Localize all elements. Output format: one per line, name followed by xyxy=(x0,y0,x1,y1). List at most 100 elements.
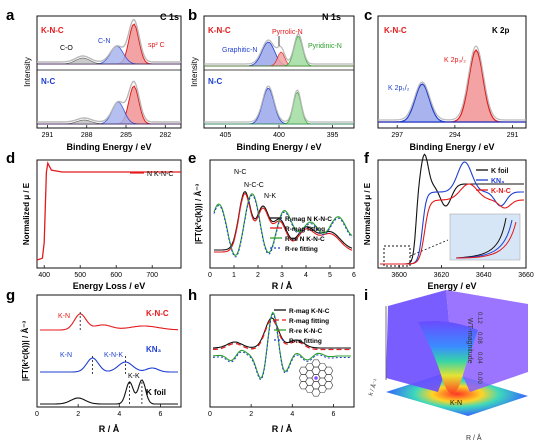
panel-i-zticks: 0.12 0.08 0.04 0.00 xyxy=(476,312,482,384)
panel-f-xtick-label-1: 3620 xyxy=(434,272,450,279)
panel-e: e N-C N-C-C N-K R-mag N K-N-C R-mag fitti… xyxy=(188,150,356,291)
panel-h-xtick-label-2: 4 xyxy=(290,411,294,418)
panel-c-title: K 2p xyxy=(492,26,509,35)
panel-d: d N K-N-C Normalized μ / E 400 500 600 700 … xyxy=(6,150,182,291)
panel-i-ztick-1: 0.08 xyxy=(476,332,482,344)
panel-e-rre-fit xyxy=(213,194,353,258)
panel-g-kfoil-line xyxy=(40,379,178,405)
panel-b-nc-pyridinic-peak xyxy=(204,91,354,125)
panel-f-frame xyxy=(377,159,527,269)
panel-e-xtick-label-3: 3 xyxy=(280,272,284,279)
panel-h-rmag-data xyxy=(213,317,351,349)
panel-letter-d: d xyxy=(6,150,15,167)
panel-b-sample-1: K-N-C xyxy=(208,26,231,35)
panel-h-frame xyxy=(209,294,355,408)
panel-d-xtick-label-2: 600 xyxy=(110,272,122,279)
panel-e-annot-nk: N-K xyxy=(264,193,276,200)
panel-h-legend-text-1: R-mag fitting xyxy=(289,318,329,325)
panel-a-xticks: 291 288 285 282 xyxy=(42,125,171,139)
panel-b-ylabel: Intensity xyxy=(190,57,199,87)
panel-h-legend-text-2: R-re K-N-C xyxy=(289,328,323,335)
panel-g-annot-knk: K-N-K xyxy=(104,352,123,359)
panel-h-rmag-fit xyxy=(213,318,351,351)
panel-c-xtick-label-1: 294 xyxy=(449,132,461,139)
panel-g-frame xyxy=(36,294,182,408)
panel-c-frame xyxy=(377,15,527,129)
panel-c-xtick-label-2: 291 xyxy=(507,132,519,139)
panel-e-legend-text-0: R-mag N K-N-C xyxy=(285,216,332,223)
panel-c-sample: K-N-C xyxy=(384,26,407,35)
panel-e-annot-nc: N-C xyxy=(234,169,246,176)
graphene-inset xyxy=(298,359,334,397)
panel-a-knc-envelope xyxy=(37,18,181,63)
panel-e-xtick-label-0: 0 xyxy=(208,272,212,279)
panel-g-kn3-line xyxy=(40,357,178,373)
panel-g-xtick-label-3: 6 xyxy=(158,411,162,418)
inset-hexagon xyxy=(324,374,334,382)
panel-a-frame xyxy=(36,15,182,129)
panel-i-ztick-0: 0.12 xyxy=(476,312,482,324)
panel-h-legend-text-0: R-mag K-N-C xyxy=(289,308,330,315)
panel-letter-f: f xyxy=(364,150,370,167)
panel-b-label-pyridinic: Pyridinic-N xyxy=(308,43,342,50)
panel-g-ylabel: |FT(k²c(k))| / Å⁻³ xyxy=(21,321,30,382)
panel-e-xtick-label-5: 5 xyxy=(328,272,332,279)
panel-h-legend: R-mag K-N-C R-mag fitting R-re K-N-C R-re f… xyxy=(274,308,330,345)
panel-c: c K-N-C K 2p K 2p₃/₂ K 2p₁/₂ 297 294 291 B… xyxy=(364,7,527,152)
panel-g-xtick-label-2: 4 xyxy=(117,411,121,418)
panel-i: i WT-magnitude K-N-C K-N R / Å k / Å⁻¹ 0… xyxy=(364,287,528,442)
panel-a-label-sp2: sp² C xyxy=(148,42,165,49)
panel-e-rre-data xyxy=(213,193,353,256)
panel-g-sample-3: K foil xyxy=(146,388,166,397)
panel-b-xticks: 405 400 395 xyxy=(220,125,339,139)
panel-i-xlabel: R / Å xyxy=(466,433,482,442)
panel-g-plot xyxy=(40,312,178,405)
panel-i-zlabel: WT-magnitude xyxy=(466,318,473,364)
panel-e-legend: R-mag N K-N-C R-mag fitting R-re N K-N-C R-… xyxy=(270,216,332,253)
panel-a-label-co: C-O xyxy=(60,45,73,52)
panel-g-xtick-label-0: 0 xyxy=(35,411,39,418)
panel-g-xlabel: R / Å xyxy=(99,424,120,434)
panel-c-envelope xyxy=(378,45,526,121)
panel-h-xtick-label-0: 0 xyxy=(208,411,212,418)
panel-h-rre-fit xyxy=(212,313,351,380)
panel-d-series-line xyxy=(36,161,181,261)
panel-b-plot xyxy=(204,33,354,125)
panel-g: g K-N-C KN₃ K foil K-N K-N K-N-K K-K |FT… xyxy=(6,287,182,434)
panel-i-ztick-3: 0.00 xyxy=(476,372,482,384)
wt-surface-right xyxy=(446,290,528,392)
panel-e-annot-ncc: N-C-C xyxy=(244,182,264,189)
panel-d-xtick-label-0: 400 xyxy=(38,272,50,279)
panel-f-legend-text-2: K-N-C xyxy=(491,188,511,195)
panel-h-xtick-label-1: 2 xyxy=(249,411,253,418)
panel-g-xticks: 0 2 4 6 xyxy=(35,404,162,418)
panel-h-xtick-label-3: 6 xyxy=(331,411,335,418)
panel-d-xlabel: Energy Loss / eV xyxy=(73,281,146,291)
panel-f-inset-knc xyxy=(455,221,517,259)
panel-d-xticks: 400 500 600 700 xyxy=(38,265,158,279)
panel-b: b N 1s K-N-C N-C Graphitic-N Pyrrolic-N … xyxy=(188,7,355,152)
panel-c-xtick-label-0: 297 xyxy=(391,132,403,139)
panel-a-sample-1: K-N-C xyxy=(41,26,64,35)
panel-b-xlabel: Binding Energy / eV xyxy=(236,142,321,152)
panel-f-xtick-label-3: 3660 xyxy=(518,272,534,279)
panel-c-plot xyxy=(378,45,526,123)
panel-a-xtick-label-1: 288 xyxy=(81,132,93,139)
panel-i-annot-kn: K-N xyxy=(450,400,462,407)
panel-i-ylabel: k / Å⁻¹ xyxy=(367,378,379,397)
panel-d-frame xyxy=(36,159,182,269)
panel-e-plot xyxy=(213,190,353,258)
panel-i-annot-knc: K-N-C xyxy=(398,407,421,416)
panel-g-knc-line xyxy=(40,313,178,331)
panel-b-xtick-label-0: 405 xyxy=(220,132,232,139)
panel-e-ylabel: |FT(k²c(k))| / Å⁻³ xyxy=(194,184,203,245)
panel-e-xticks: 0 1 2 3 4 5 6 xyxy=(208,265,356,279)
panel-d-ylabel: Normalized μ / E xyxy=(22,182,31,245)
panel-f-zoom-box xyxy=(383,245,411,267)
panel-a-xlabel: Binding Energy / eV xyxy=(66,142,151,152)
inset-hexagon xyxy=(324,381,334,390)
panel-a-nc-envelope xyxy=(37,80,181,123)
panel-a: a C 1s K-N-C N-C C-O C-N sp² C Intensity… xyxy=(6,7,182,152)
